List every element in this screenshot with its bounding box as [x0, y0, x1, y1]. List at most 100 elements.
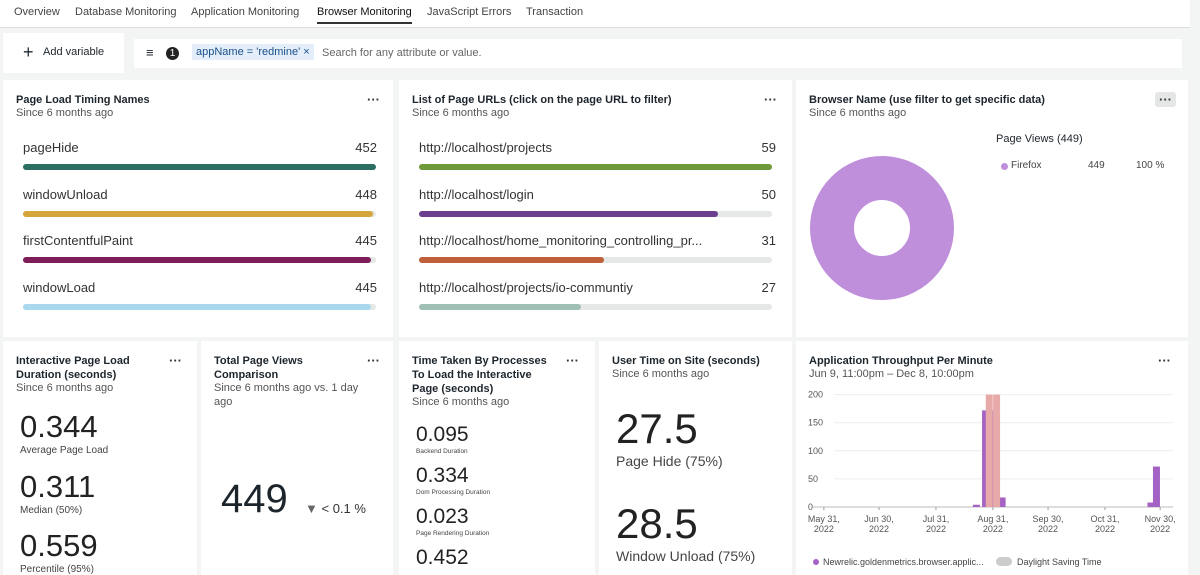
widget-title: Interactive Page Load Duration (seconds) — [16, 354, 146, 382]
widget: Total Page Views Comparison Since 6 mont… — [201, 341, 393, 575]
row-label: windowUnload — [23, 187, 108, 202]
y-tick-label: 200 — [808, 390, 823, 400]
stat-value: 27.5 — [616, 405, 698, 453]
stat-label: Average Page Load — [20, 445, 108, 456]
bar — [23, 304, 371, 310]
widget-subtitle: Since 6 months ago — [612, 367, 709, 381]
widget: Time Taken By Processes To Load the Inte… — [399, 341, 595, 575]
widget-subtitle: Since 6 months ago — [412, 395, 509, 409]
row-value: 445 — [355, 233, 377, 248]
search-placeholder[interactable]: Search for any attribute or value. — [322, 47, 482, 59]
filter-count: 1 — [166, 47, 179, 60]
billboard-value: 449 — [221, 477, 288, 522]
stat-value: 0.344 — [20, 409, 98, 445]
widget: Application Throughput Per Minute Jun 9,… — [796, 341, 1188, 575]
row-label: http://localhost/projects/io-communtiy — [419, 280, 633, 295]
menu[interactable]: ··· — [169, 353, 182, 368]
stat-value: 0.334 — [416, 464, 469, 488]
x-tick-label: Jun 30, — [864, 514, 894, 524]
filter-chip[interactable]: appName = 'redmine' × — [192, 44, 314, 60]
legend-label: Newrelic.goldenmetrics.browser.applic... — [823, 557, 984, 567]
add-variable-button[interactable]: + Add variable — [3, 33, 124, 73]
x-tick-label: 2022 — [869, 524, 889, 534]
donut-segment — [832, 178, 932, 278]
stat-label: Median (50%) — [20, 505, 82, 516]
widget: Page Load Timing Names Since 6 months ag… — [3, 80, 393, 337]
tab[interactable]: Transaction — [526, 6, 583, 18]
filter-bar[interactable]: ≡ 1 appName = 'redmine' × Search for any… — [134, 39, 1182, 68]
widget-title: Time Taken By Processes To Load the Inte… — [412, 354, 552, 396]
widget-title: User Time on Site (seconds) — [612, 354, 760, 368]
legend-label: Firefox — [1011, 160, 1042, 171]
donut-chart — [796, 80, 1188, 337]
bar — [23, 257, 371, 263]
filter-icon: ≡ — [146, 45, 154, 60]
row-value: 27 — [762, 280, 776, 295]
stat-label: Page Hide (75%) — [616, 453, 723, 469]
row-value: 31 — [762, 233, 776, 248]
row-label: windowLoad — [23, 280, 95, 295]
stat-label: Backend Duration — [416, 448, 468, 455]
widget-subtitle: Since 6 months ago — [16, 381, 113, 395]
stat-value: 0.311 — [20, 469, 95, 505]
tab[interactable]: Database Monitoring — [75, 6, 177, 18]
x-tick-label: Sep 30, — [1033, 514, 1064, 524]
tab[interactable]: JavaScript Errors — [427, 6, 511, 18]
stat-label: Percentile (95%) — [20, 564, 94, 575]
bar — [1153, 467, 1160, 507]
legend-percent: 100 % — [1136, 160, 1164, 171]
widget-title: List of Page URLs (click on the page URL… — [412, 93, 672, 107]
tab[interactable]: Overview — [14, 6, 60, 18]
row-value: 50 — [762, 187, 776, 202]
x-tick-label: Aug 31, — [977, 514, 1008, 524]
x-tick-label: Jul 31, — [923, 514, 950, 524]
bar — [973, 505, 980, 507]
y-tick-label: 150 — [808, 418, 823, 428]
stat-label: Dom Processing Duration — [416, 489, 490, 496]
widget-subtitle: Since 6 months ago — [16, 106, 113, 120]
x-tick-label: 2022 — [1038, 524, 1058, 534]
bar — [23, 211, 373, 217]
row-value: 452 — [355, 140, 377, 155]
x-tick-label: Oct 31, — [1091, 514, 1120, 524]
bar — [419, 257, 604, 263]
legend-swatch — [1001, 163, 1008, 170]
x-tick-label: 2022 — [1095, 524, 1115, 534]
stat-value: 0.452 — [416, 546, 469, 570]
widget-title: Page Load Timing Names — [16, 93, 150, 107]
row-value: 59 — [762, 140, 776, 155]
widget-title: Total Page Views Comparison — [214, 354, 344, 382]
row-value: 448 — [355, 187, 377, 202]
menu[interactable]: ··· — [367, 92, 380, 107]
bar — [993, 395, 1000, 507]
row-label: http://localhost/login — [419, 187, 534, 202]
stat-value: 0.095 — [416, 423, 469, 447]
widget-subtitle: Since 6 months ago — [412, 106, 509, 120]
tab[interactable]: Application Monitoring — [191, 6, 299, 18]
stat-value: 28.5 — [616, 500, 698, 548]
tab-active[interactable]: Browser Monitoring — [317, 6, 412, 24]
change-text: < 0.1 % — [322, 501, 366, 516]
chip-text: appName = 'redmine' — [196, 46, 300, 58]
row-label: pageHide — [23, 140, 79, 155]
widget: Browser Name (use filter to get specific… — [796, 80, 1188, 337]
stat-label: Page Rendering Duration — [416, 530, 489, 537]
bar — [986, 395, 993, 507]
x-tick-label: 2022 — [814, 524, 834, 534]
change: ▼ < 0.1 % — [305, 501, 366, 516]
plus-icon: + — [23, 42, 34, 63]
legend-value: 449 — [1088, 160, 1105, 171]
tab-bar — [0, 0, 1190, 28]
bar — [419, 304, 581, 310]
x-tick-label: 2022 — [1150, 524, 1170, 534]
row-label: firstContentfulPaint — [23, 233, 133, 248]
menu[interactable]: ··· — [367, 353, 380, 368]
legend-swatch — [813, 559, 819, 565]
x-tick-label: Nov 30, — [1145, 514, 1176, 524]
menu[interactable]: ··· — [566, 353, 579, 368]
widget: Interactive Page Load Duration (seconds)… — [3, 341, 197, 575]
stat-label: Window Unload (75%) — [616, 548, 755, 564]
menu[interactable]: ··· — [764, 92, 777, 107]
row-label: http://localhost/home_monitoring_control… — [419, 233, 702, 248]
